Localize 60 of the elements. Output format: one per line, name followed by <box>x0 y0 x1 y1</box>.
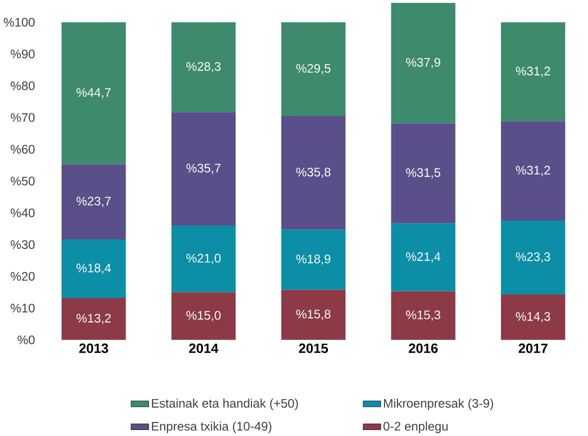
bar <box>391 123 456 224</box>
data-label: %14,3 <box>516 312 550 322</box>
y-tick-label: %60 <box>10 144 35 154</box>
legend-label: Enpresa txikia (10-49) <box>152 421 272 434</box>
data-label: %13,2 <box>76 314 111 324</box>
legend-label: 0-2 enplegu <box>384 421 448 434</box>
bar <box>281 230 346 290</box>
x-tick-label: 2016 <box>408 343 438 353</box>
y-tick-label: %70 <box>10 113 35 122</box>
bar <box>171 292 236 340</box>
bar <box>281 22 346 116</box>
data-label: %21,0 <box>186 254 221 264</box>
bar <box>391 291 456 340</box>
y-tick-label: %50 <box>10 176 35 186</box>
data-label: %18,9 <box>296 254 330 265</box>
data-label: %15,3 <box>406 310 440 321</box>
y-tick-label: %30 <box>10 240 35 249</box>
bar <box>500 220 566 294</box>
bar <box>171 112 236 226</box>
bar <box>281 290 346 340</box>
y-tick-label: %90 <box>10 50 35 58</box>
y-tick-label: %40 <box>10 208 35 218</box>
data-label: %28,3 <box>186 62 221 72</box>
y-tick-label: %100 <box>4 18 35 26</box>
y-tick-label: %10 <box>10 304 35 312</box>
data-label: %15,8 <box>296 310 330 320</box>
bar <box>62 239 126 298</box>
x-tick-label: 2014 <box>189 343 218 353</box>
bar <box>62 164 126 240</box>
data-label: %35,8 <box>296 168 330 178</box>
bar <box>500 294 566 340</box>
data-label: %23,7 <box>76 196 111 207</box>
data-label: %18,4 <box>76 264 111 274</box>
bar <box>500 22 566 122</box>
data-label: %37,9 <box>406 58 440 68</box>
x-tick-label: 2013 <box>79 343 108 353</box>
y-tick-label: %80 <box>10 81 35 90</box>
data-label: %23,3 <box>516 252 550 262</box>
bar <box>171 22 236 112</box>
legend-label: Estainak eta handiak (+50) <box>152 398 298 410</box>
bar <box>62 22 126 164</box>
bar <box>500 121 566 220</box>
bar <box>62 298 126 340</box>
data-label: %31,2 <box>516 166 550 176</box>
bar <box>281 116 346 230</box>
y-tick-label: %20 <box>10 272 35 281</box>
data-label: %15,0 <box>186 310 221 322</box>
data-label: %44,7 <box>76 88 111 98</box>
bar <box>391 2 456 124</box>
bar <box>171 225 236 292</box>
bar <box>391 223 456 292</box>
data-label: %31,2 <box>516 66 550 77</box>
data-label: %21,4 <box>406 252 440 262</box>
data-label: %29,5 <box>296 64 330 74</box>
data-label: %31,5 <box>406 168 440 178</box>
data-label: %35,7 <box>186 164 220 174</box>
x-tick-label: 2015 <box>298 343 328 353</box>
y-tick-label: %0 <box>18 335 35 344</box>
legend-label: Mikroenpresak (3-9) <box>384 398 494 410</box>
x-tick-label: 2017 <box>518 343 548 353</box>
